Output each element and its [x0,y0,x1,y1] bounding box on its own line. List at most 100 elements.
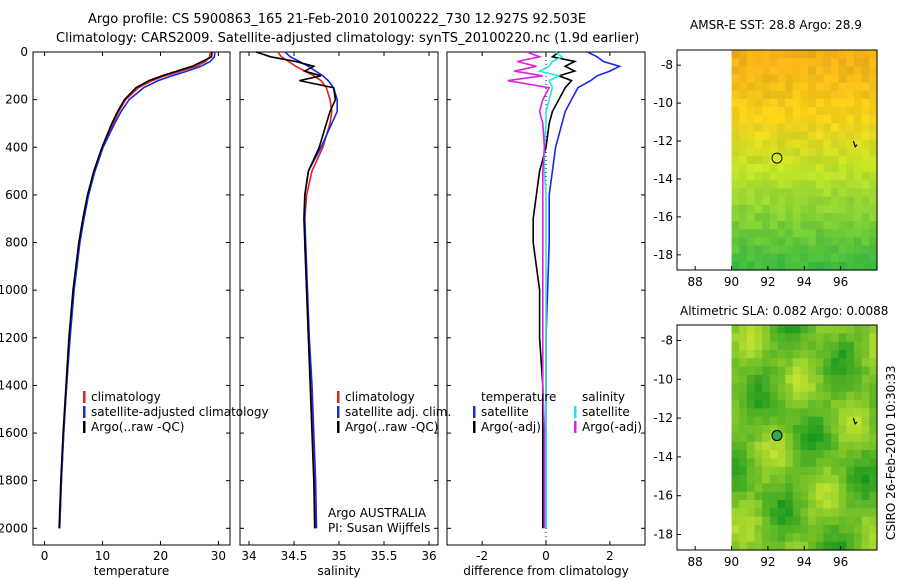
map-cell [869,204,878,214]
map-cell [808,98,817,108]
map-cell [785,500,794,509]
map-cell [869,441,878,451]
map-cell [746,204,756,214]
map-cell [861,90,870,100]
map-cell [815,500,825,509]
map-cell [854,533,863,543]
map-cell [746,115,756,124]
legend-entry: temperature [481,390,556,404]
legend-entry: salinity [582,390,625,404]
map-cell [792,66,802,76]
map-cell [731,74,740,84]
map-cell [769,204,779,214]
map-cell [800,333,809,343]
map-cell [792,237,802,247]
map-cell [861,212,870,222]
map-cell [861,164,870,173]
map-cell [808,383,817,393]
map-cell [823,491,832,501]
map-cell [785,391,794,401]
map-cell [800,139,809,149]
map-cell [831,50,840,59]
map-cell [785,188,794,198]
map-cell [754,180,763,190]
map-cell [823,212,832,222]
map-cell [754,188,763,198]
map-cell [754,458,763,468]
sla-map-frame [676,324,878,551]
map-cell [800,221,809,230]
map-cell [739,375,748,384]
legend-swatch [337,391,340,403]
map-cell [861,541,870,551]
map-cell [808,541,817,551]
map-cell [815,425,825,434]
map-cell [731,358,740,368]
map-cell [754,525,763,534]
map-cell [854,107,863,116]
x-tick-label: 30 [211,549,226,563]
map-cell [777,172,786,181]
map-cell [754,441,763,451]
map-cell [731,196,740,206]
map-cell [854,383,863,393]
map-cell [808,245,817,255]
map-cell [731,98,740,108]
map-cell [854,450,863,459]
map-cell [838,155,847,165]
map-cell [731,188,740,198]
map-cell [838,425,847,434]
map-cell [777,212,786,222]
map-cell [831,204,840,214]
map-cell [854,491,863,501]
map-cell [762,90,771,100]
map-cell [838,508,847,518]
map-cell [762,366,771,376]
map-cell [754,237,763,247]
map-cell [808,375,817,384]
map-cell [754,500,763,509]
map-cell [808,441,817,451]
legend-entry: satellite-adjusted climatology [91,405,269,419]
map-cell [731,58,740,67]
map-cell [769,180,779,190]
map-cell [823,458,832,468]
map-cell [777,408,786,418]
map-cell [800,155,809,165]
map-cell [762,425,771,434]
map-cell [785,237,794,247]
map-cell [854,500,863,509]
map-cell [869,221,878,230]
map-cell [831,441,840,451]
map-cell [838,115,847,124]
map-cell [846,341,855,351]
map-cell [808,525,817,534]
map-cell [792,180,802,190]
map-cell [869,350,878,359]
map-cell [861,516,870,526]
map-cell [754,541,763,551]
map-cell [823,155,832,165]
map-cell [769,375,779,384]
map-cell [869,253,878,263]
map-cell [831,107,840,116]
map-cell [769,500,779,509]
map-cell [808,533,817,543]
map-cell [846,416,855,426]
map-cell [762,408,771,418]
map-cell [831,155,840,165]
map-cell [838,516,847,526]
map-cell [746,491,756,501]
map-cell [831,350,840,359]
map-cell [746,516,756,526]
map-cell [762,66,771,76]
map-cell [754,466,763,476]
map-cell [846,400,855,409]
x-tick-label: 94 [797,555,812,569]
map-cell [831,341,840,351]
map-cell [739,74,748,84]
map-cell [785,74,794,84]
map-cell [777,341,786,351]
map-cell [815,475,825,484]
map-cell [823,261,832,271]
